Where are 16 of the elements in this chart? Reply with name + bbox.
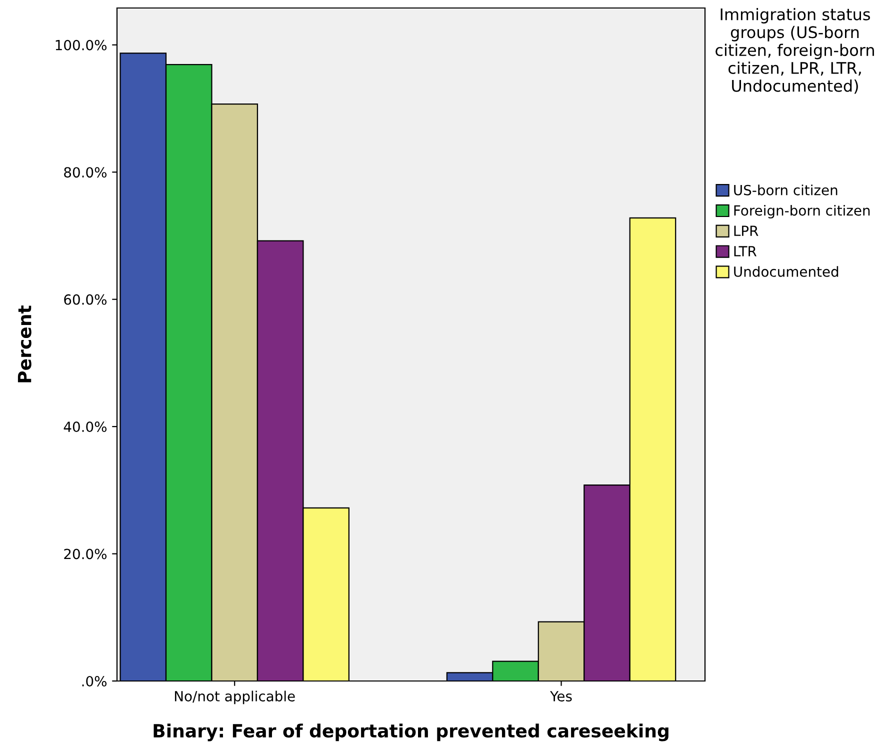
x-axis-title: Binary: Fear of deportation prevented careseeking <box>154 724 668 742</box>
x-tick-label: Yes <box>550 691 572 702</box>
y-tick-label: 80.0% <box>64 167 107 178</box>
legend-title: Immigration status groups (US-born citizen, foreign-born citizen, LPR, LTR, Undocumented) <box>716 8 874 94</box>
legend-label: LTR <box>734 246 757 256</box>
x-tick-label: No/not applicable <box>174 690 295 704</box>
y-axis-title: Percent <box>18 306 32 382</box>
legend-label: LPR <box>734 226 758 236</box>
y-tick-label: 40.0% <box>64 422 107 432</box>
legend-label: Undocumented <box>734 266 838 277</box>
legend-label: Foreign-born citizen <box>734 204 870 218</box>
y-tick-label: .0% <box>82 676 107 686</box>
y-tick-label: 60.0% <box>64 294 107 305</box>
y-tick-label: 100.0% <box>56 40 107 50</box>
legend-label: US-born citizen <box>734 184 838 196</box>
y-tick-label: 20.0% <box>64 548 107 560</box>
